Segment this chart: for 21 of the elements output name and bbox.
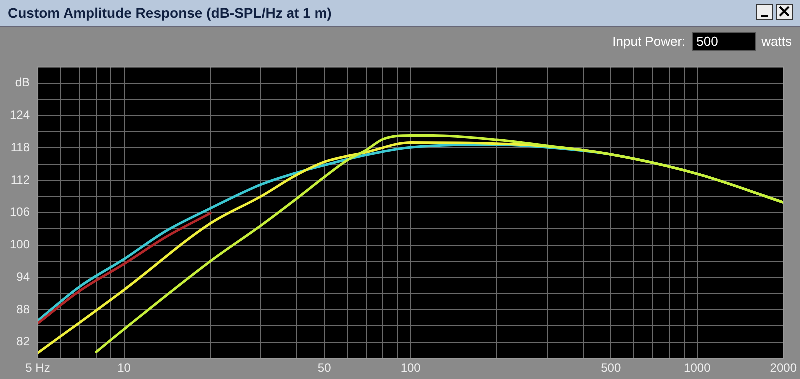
y-tick-label: 124: [10, 108, 30, 122]
text: Input Power:: [612, 34, 686, 49]
y-tick-label: 94: [16, 270, 30, 284]
x-tick-label: 2000: [770, 361, 798, 376]
x-tick-label: 5 Hz: [26, 361, 50, 376]
x-tick-label: 10: [118, 361, 132, 376]
x-tick-label: 50: [318, 361, 332, 376]
y-tick-label: 88: [16, 302, 30, 316]
chart-title: Custom Amplitude Response (dB-SPL/Hz at 1 m): [8, 5, 332, 21]
y-tick-label: 112: [10, 172, 30, 187]
text: 500: [692, 32, 756, 51]
x-tick-label: 100: [400, 361, 422, 376]
text: watts: [762, 34, 792, 49]
line-series: [38, 212, 212, 325]
y-tick-label: 118: [10, 140, 30, 154]
y-tick-label: 100: [10, 238, 30, 252]
x-tick-label: 1000: [684, 361, 712, 376]
y-tick-label: dB: [15, 76, 30, 90]
x-tick-label: 500: [601, 361, 622, 376]
y-tick-label: 106: [10, 205, 30, 220]
y-tick-label: 82: [16, 334, 30, 349]
